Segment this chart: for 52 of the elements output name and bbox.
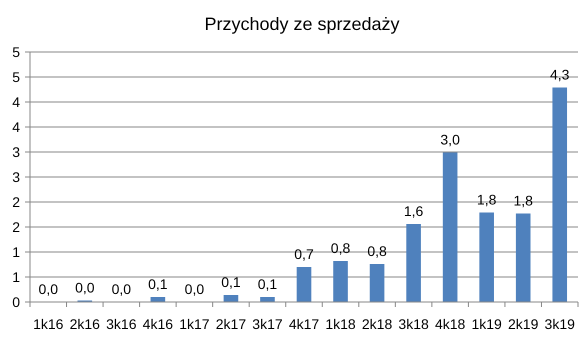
y-tick-label: 0 [12, 294, 20, 310]
bar [442, 152, 458, 302]
data-label: 0,1 [221, 274, 241, 290]
data-label: 3,0 [440, 132, 460, 148]
data-label: 4,3 [550, 66, 570, 82]
y-tick-label: 4 [12, 94, 20, 110]
x-tick-label: 4k18 [434, 316, 466, 332]
x-tick-label: 3k16 [106, 316, 137, 332]
bar [516, 214, 531, 302]
bar [370, 264, 384, 302]
x-tick-label: 4k17 [288, 316, 320, 332]
data-label: 0,1 [148, 276, 168, 292]
y-tick-label: 5 [12, 68, 20, 85]
data-label: 0,8 [330, 240, 350, 256]
x-tick-label: 3k18 [398, 316, 429, 332]
bar [296, 267, 312, 302]
x-tick-label: 2k17 [216, 316, 246, 332]
bar [260, 297, 275, 302]
data-label: 1,8 [513, 192, 534, 208]
bar [479, 212, 494, 302]
x-tick-label: 2k18 [362, 316, 392, 332]
data-label: 1,6 [404, 203, 424, 219]
x-tick-label: 2k16 [70, 316, 100, 332]
x-tick-label: 1k19 [471, 316, 502, 332]
y-tick-label: 5 [12, 44, 20, 60]
bar [224, 295, 238, 302]
data-label: 1,8 [476, 192, 497, 208]
data-label: 0,8 [367, 243, 388, 259]
data-label: 0,0 [112, 281, 132, 297]
bar [406, 224, 421, 302]
y-tick-label: 2 [12, 218, 20, 235]
x-tick-label: 3k17 [252, 316, 283, 332]
data-label: 0,7 [294, 246, 314, 262]
bar [333, 261, 348, 302]
data-label: 0,0 [38, 281, 58, 297]
chart-title: Przychody ze sprzedaży [204, 14, 400, 34]
data-label: 0,1 [258, 276, 278, 292]
y-tick-label: 1 [12, 268, 20, 285]
data-label: 0,0 [75, 280, 95, 296]
x-tick-label: 1k18 [325, 316, 356, 332]
y-tick-label: 3 [12, 168, 20, 185]
y-tick-label: 2 [12, 194, 20, 210]
y-tick-label: 3 [12, 144, 20, 160]
data-label: 0,0 [184, 281, 204, 297]
y-tick-label: 1 [12, 244, 20, 260]
x-tick-label: 1k17 [179, 316, 210, 332]
x-tick-label: 2k19 [508, 316, 539, 332]
x-tick-label: 1k16 [33, 316, 64, 332]
x-tick-label: 3k19 [544, 316, 576, 332]
y-tick-label: 4 [12, 118, 20, 135]
x-tick-label: 4k16 [142, 316, 174, 332]
bar [552, 88, 568, 302]
